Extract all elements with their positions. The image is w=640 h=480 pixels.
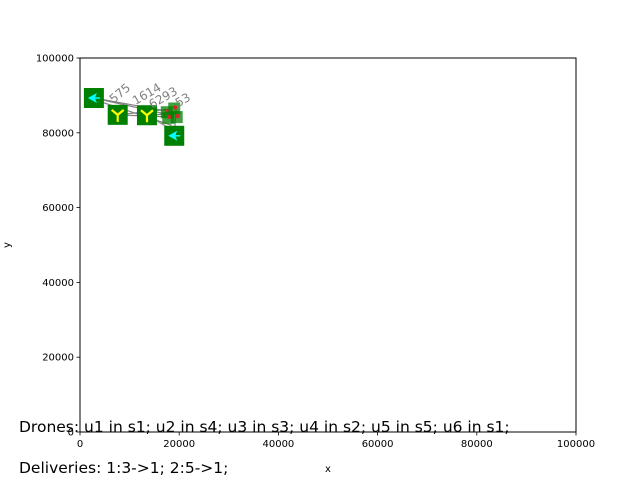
station-marker: [136, 105, 157, 126]
tripod-leg: [140, 109, 148, 117]
route-line: [97, 100, 172, 126]
x-tick-label: 0: [77, 439, 83, 450]
drone-dot: [175, 113, 180, 119]
plot-frame: [79, 57, 577, 433]
x-tick-label: 20000: [163, 439, 195, 450]
station-marker: [83, 88, 104, 109]
drone-dot: [167, 114, 172, 120]
x-tick-label: 100000: [557, 439, 595, 450]
y-tick-label: 100000: [36, 54, 74, 65]
tripod-leg: [116, 109, 125, 116]
drone-dot: [173, 105, 178, 110]
x-axis: 0 20000 40000 60000 80000 100000: [77, 432, 595, 450]
x-tick-label: 80000: [461, 439, 493, 450]
y-axis-label: y: [2, 242, 13, 248]
stations-layer: [83, 88, 185, 146]
y-tick-label: 40000: [42, 278, 74, 289]
x-axis-label: x: [325, 464, 331, 475]
station-marker: [164, 125, 185, 146]
arrow-icon: [168, 130, 178, 141]
y-tick-label: 20000: [42, 353, 74, 364]
station-marker: [107, 104, 128, 125]
y-tick-label: 80000: [42, 128, 74, 139]
x-tick-label: 60000: [362, 439, 394, 450]
arrow-icon: [87, 93, 97, 104]
route-label: 53: [173, 90, 193, 110]
tripod-leg: [146, 109, 154, 117]
x-tick-label: 40000: [262, 439, 294, 450]
station-marker: [170, 111, 183, 124]
y-tick-label: 0: [68, 428, 74, 439]
drones-caption: Drones: u1 in s1; u2 in s4; u3 in s3; u4…: [19, 418, 510, 436]
tripod-leg: [110, 109, 119, 116]
y-axis: 0 20000 40000 60000 80000 100000: [36, 54, 80, 439]
deliveries-caption: Deliveries: 1:3->1; 2:5->1;: [19, 459, 229, 477]
y-tick-label: 60000: [42, 203, 74, 214]
